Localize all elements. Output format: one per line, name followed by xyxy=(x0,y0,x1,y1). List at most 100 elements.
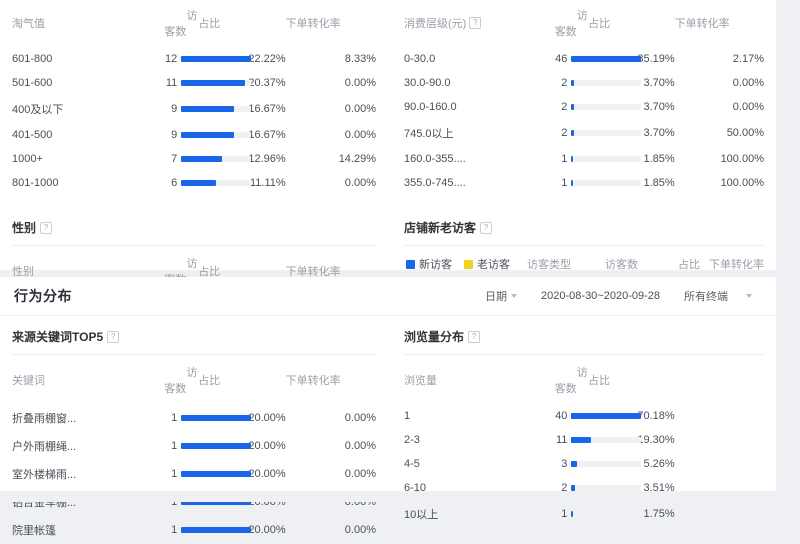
row-label: 160.0-355.... xyxy=(404,153,466,165)
help-icon[interactable]: ? xyxy=(480,221,493,234)
table-row: 1 40 70.18% xyxy=(404,404,764,428)
row-share: 3.70% xyxy=(643,127,675,139)
chevron-down-icon xyxy=(511,294,518,298)
col-header-share: 占比 xyxy=(198,266,221,278)
row-visitor-count: 6 xyxy=(171,177,178,189)
row-bar xyxy=(181,47,252,71)
help-icon[interactable]: ? xyxy=(107,330,120,343)
page-background-rail xyxy=(776,0,800,502)
date-filter[interactable]: 日期 xyxy=(475,288,527,304)
help-icon[interactable]: ? xyxy=(40,221,53,234)
filter-group: 日期 2020-08-30~2020-09-28 所有终端 xyxy=(475,288,762,304)
table-row: 160.0-355.... 1 1.85% 100.00% xyxy=(404,147,764,171)
table-row: 30.0-90.0 2 3.70% 0.00% xyxy=(404,71,764,95)
behavior-distribution-card: 行为分布 日期 2020-08-30~2020-09-28 所有终端 来源关键词… xyxy=(0,277,776,537)
row-cvr xyxy=(675,452,764,476)
col-header-share: 占比 xyxy=(588,18,611,30)
col-header-visitors: 访客数 xyxy=(554,10,588,38)
row-share: 3.70% xyxy=(643,77,675,89)
row-bar xyxy=(571,47,642,71)
pageviews-table: 浏览量 访客数 占比 1 40 70.18% 2-3 11 19.30% 4-5 3 5.26%… xyxy=(404,357,764,528)
row-cvr: 100.00% xyxy=(720,177,764,189)
terminal-filter-label: 所有终端 xyxy=(684,291,728,303)
legend-label-old: 老访客 xyxy=(477,259,510,271)
terminal-filter[interactable]: 所有终端 xyxy=(674,288,762,304)
row-bar xyxy=(571,476,642,500)
table-row: 601-800 12 22.22% 8.33% xyxy=(12,47,376,71)
pie-legend: 新访客 老访客 xyxy=(404,248,510,278)
legend-item-old[interactable]: 老访客 xyxy=(464,256,510,272)
row-cvr: 100.00% xyxy=(720,153,764,165)
row-cvr: 0.00% xyxy=(344,129,376,141)
row-share: 16.67% xyxy=(248,103,286,115)
table-row: 501-600 11 20.37% 0.00% xyxy=(12,71,376,95)
table-row: 折叠雨棚窗... 1 20.00% 0.00% xyxy=(12,404,376,432)
col-header-cvr: 下单转化率 xyxy=(285,266,341,278)
table-row: 室外楼梯雨... 1 20.00% 0.00% xyxy=(12,460,376,488)
divider xyxy=(404,354,764,355)
row-visitor-count: 1 xyxy=(171,440,178,452)
help-icon[interactable]: ? xyxy=(468,330,481,343)
row-label: 室外楼梯雨... xyxy=(12,469,77,481)
col-header-share: 占比 xyxy=(198,18,221,30)
legend-item-new[interactable]: 新访客 xyxy=(406,256,452,272)
profile-upper-row: 淘气值 访客数 占比 下单转化率 601-800 12 22.22% 8.33% 501… xyxy=(0,0,776,195)
row-label: 90.0-160.0 xyxy=(404,101,457,113)
consumption-section: 消费层级(元) ? 访客数 占比 下单转化率 0-30.0 46 85.19% 2.1… xyxy=(388,0,776,195)
divider xyxy=(12,354,376,355)
row-cvr xyxy=(675,404,764,428)
row-share: 85.19% xyxy=(637,53,675,65)
table-row: 1000+ 7 12.96% 14.29% xyxy=(12,147,376,171)
row-label: 2-3 xyxy=(404,434,420,446)
row-cvr: 0.00% xyxy=(732,101,764,113)
help-icon[interactable]: ? xyxy=(469,17,482,29)
table-header-row: 关键词 访客数 占比 下单转化率 xyxy=(12,357,376,404)
row-share: 20.37% xyxy=(248,77,286,89)
row-cvr: 0.00% xyxy=(344,524,376,536)
table-row: 90.0-160.0 2 3.70% 0.00% xyxy=(404,95,764,119)
taoqizhi-table: 淘气值 访客数 占比 下单转化率 601-800 12 22.22% 8.33% 501… xyxy=(12,0,376,195)
row-share: 19.30% xyxy=(637,434,675,446)
keywords-section-title: 来源关键词TOP5 ? xyxy=(12,316,376,354)
row-cvr: 0.00% xyxy=(344,412,376,424)
col-header-cvr: 下单转化率 xyxy=(285,18,341,30)
row-visitor-count: 11 xyxy=(165,77,178,89)
visitor-type-section-title: 店铺新老访客 ? xyxy=(404,207,764,245)
table-row: 0-30.0 46 85.19% 2.17% xyxy=(404,47,764,71)
row-bar xyxy=(181,516,252,544)
row-cvr: 50.00% xyxy=(726,127,764,139)
row-label: 400及以下 xyxy=(12,104,64,116)
row-label: 801-1000 xyxy=(12,177,59,189)
row-cvr: 0.00% xyxy=(344,468,376,480)
table-row: 10以上 1 1.75% xyxy=(404,500,764,528)
table-row: 745.0以上 2 3.70% 50.00% xyxy=(404,119,764,147)
keywords-title-text: 来源关键词TOP5 xyxy=(12,330,104,344)
row-share: 3.70% xyxy=(643,101,675,113)
keywords-section: 来源关键词TOP5 ? 关键词 访客数 占比 下单转化率 折叠雨棚窗... 1 20… xyxy=(0,316,388,544)
table-row: 院里帐篷 1 20.00% 0.00% xyxy=(12,516,376,544)
row-label: 30.0-90.0 xyxy=(404,77,451,89)
row-share: 5.26% xyxy=(643,458,675,470)
row-visitor-count: 9 xyxy=(171,103,178,115)
col-header-share: 占比 xyxy=(678,259,700,271)
row-bar xyxy=(181,432,252,460)
row-label: 折叠雨棚窗... xyxy=(12,413,77,425)
behavior-row: 来源关键词TOP5 ? 关键词 访客数 占比 下单转化率 折叠雨棚窗... 1 20… xyxy=(0,316,776,544)
row-visitor-count: 3 xyxy=(561,458,568,470)
row-visitor-count: 1 xyxy=(561,177,568,189)
row-bar xyxy=(181,147,252,171)
date-range-value[interactable]: 2020-08-30~2020-09-28 xyxy=(541,290,660,302)
row-visitor-count: 12 xyxy=(165,53,178,65)
row-label: 1000+ xyxy=(12,153,43,165)
row-label: 院里帐篷 xyxy=(12,525,56,537)
col-header-share: 占比 xyxy=(198,375,221,387)
col-header-keyword: 关键词 xyxy=(12,375,45,387)
col-header-visitor-type: 访客类型 xyxy=(527,259,571,271)
table-row: 801-1000 6 11.11% 0.00% xyxy=(12,171,376,195)
row-cvr: 0.00% xyxy=(344,103,376,115)
divider xyxy=(12,245,376,246)
row-label: 601-800 xyxy=(12,53,53,65)
pageviews-section-title: 浏览量分布 ? xyxy=(404,316,764,354)
row-share: 16.67% xyxy=(248,129,286,141)
